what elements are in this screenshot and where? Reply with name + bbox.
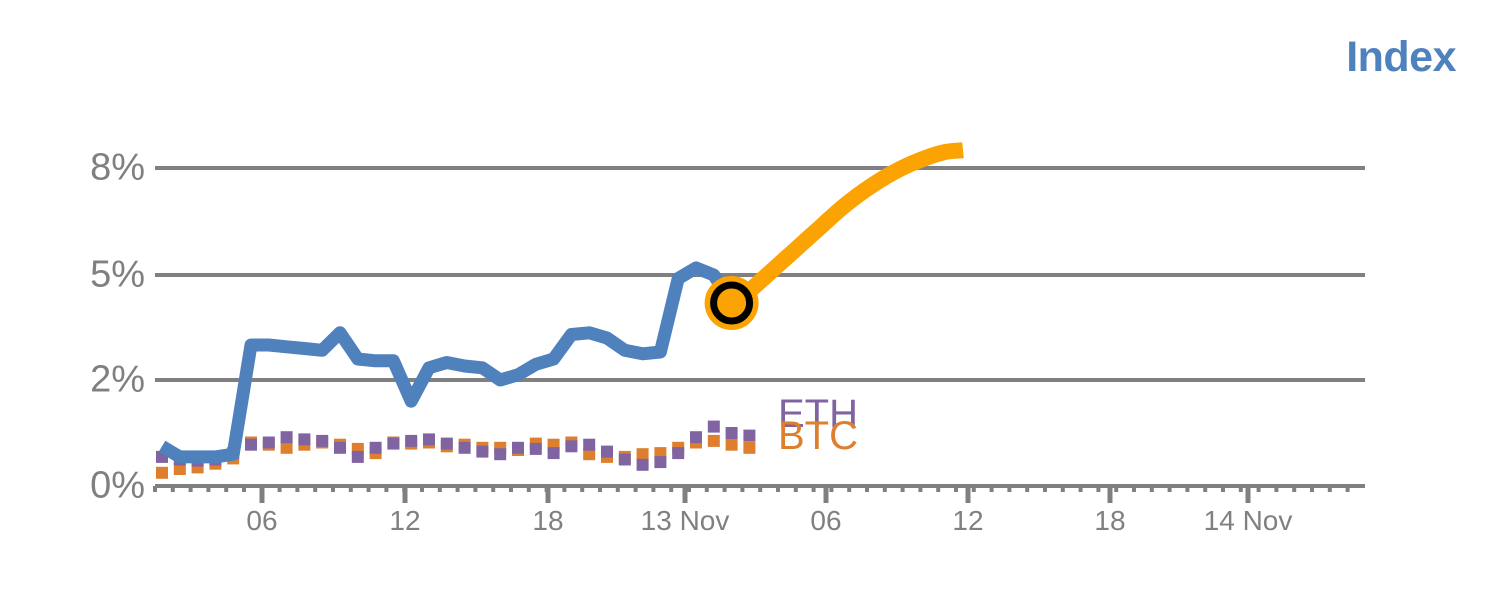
marker-eth [351,450,364,463]
marker-eth [334,441,346,454]
marker-btc [583,448,596,461]
series-index [158,261,738,464]
marker-eth [636,458,649,471]
marker-eth [529,442,542,455]
series-eth [156,420,756,471]
x-axis-tick-label-2: 18 [532,505,564,536]
marker-eth [458,441,471,454]
marker-eth [743,429,756,442]
x-axis-tick-label-4: 06 [810,505,842,536]
page-title: Index [1346,33,1456,81]
x-axis-tick-label-7: 14 Nov [1203,505,1293,536]
x-axis-tick-label-3: 13 Nov [640,505,730,536]
marker-eth [245,438,257,451]
marker-btc [280,441,293,454]
marker-eth [476,445,489,458]
x-axis-tick-label-0: 06 [246,505,278,536]
marker-btc [173,463,186,475]
marker-eth [547,447,560,460]
marker-eth [707,420,720,433]
series-label-btc: BTC [778,414,858,458]
series-index-forecast [727,142,964,310]
marker-eth [405,434,418,447]
marker-eth [316,434,329,447]
annotation-layer [704,276,759,330]
x-axis-tick-label-6: 18 [1094,505,1126,536]
marker-eth [280,431,293,444]
series-layer [156,142,964,479]
marker-eth [654,456,667,469]
marker-btc [156,466,168,479]
marker-eth [583,438,596,451]
marker-eth [690,431,702,444]
marker-btc [636,448,649,461]
y-axis-tick-label-2: 2% [90,358,145,401]
marker-eth [423,433,435,446]
marker-eth [262,436,275,449]
x-axis-ticks-group [153,486,1350,503]
marker-eth [601,445,613,458]
marker-btc [725,438,738,451]
gridlines-group [155,166,1365,488]
marker-eth [725,427,738,439]
marker-eth [565,440,578,453]
marker-btc [707,434,720,447]
y-axis-tick-label-1: 5% [90,253,145,296]
marker-eth [369,441,382,454]
marker-eth [672,447,685,460]
marker-eth [387,437,400,450]
x-axis-tick-label-1: 12 [389,505,421,536]
marker-eth [494,448,507,461]
marker-eth [618,453,631,466]
marker-eth [298,433,311,446]
y-axis-tick-label-0: 8% [90,146,145,189]
marker-btc [743,441,756,454]
marker-eth [440,437,453,450]
y-axis-tick-label-3: 0% [90,464,145,507]
current-point-marker [710,281,754,325]
x-axis-tick-label-5: 12 [952,505,984,536]
series-label-eth: ETH [778,392,858,436]
marker-eth [512,441,524,454]
